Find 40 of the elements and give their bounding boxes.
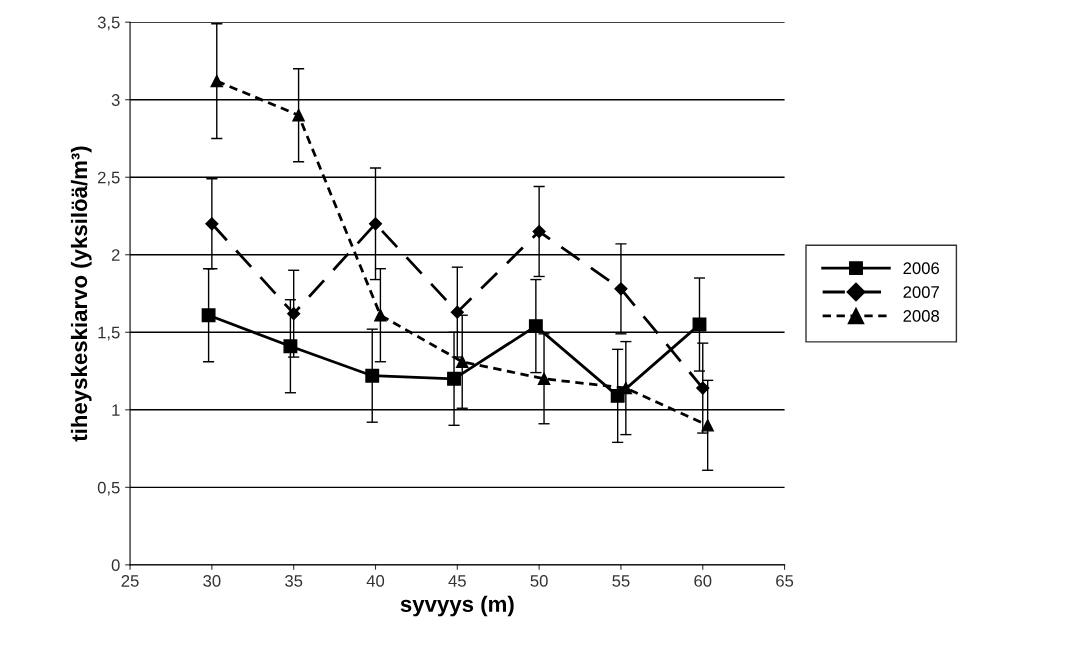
y-tick-label: 1 xyxy=(112,404,120,416)
legend-label: 2007 xyxy=(903,286,939,298)
x-tick-label: 50 xyxy=(530,575,548,587)
point xyxy=(210,74,224,88)
point xyxy=(447,371,461,386)
y-tick-label: 3,5 xyxy=(97,16,120,31)
point xyxy=(283,339,298,354)
point xyxy=(365,368,380,383)
y-tick-label: 2,5 xyxy=(98,171,120,186)
x-tick-label: 45 xyxy=(448,575,466,587)
point xyxy=(537,372,551,386)
point xyxy=(532,224,546,239)
x-tick-label: 25 xyxy=(121,575,139,587)
y-tick-label: 0,5 xyxy=(97,481,120,496)
point xyxy=(701,419,714,432)
x-tick-label: 60 xyxy=(694,575,712,587)
y-tick-label: 3 xyxy=(111,94,120,106)
legend-label: 2006 xyxy=(903,262,940,275)
legend-label: 2008 xyxy=(903,310,940,322)
x-tick-label: 35 xyxy=(285,575,303,587)
point xyxy=(696,381,710,395)
x-tick-label: 30 xyxy=(203,575,221,587)
point xyxy=(374,308,387,322)
point xyxy=(292,108,305,122)
point xyxy=(450,305,464,319)
y-tick-label: 1,5 xyxy=(98,326,120,341)
x-axis-title: syvyys (m) xyxy=(400,595,514,617)
y-axis-title: tiheyskeskiarvo (yksilöä/m³) xyxy=(70,146,92,442)
y-tick-label: 0 xyxy=(111,559,120,572)
point xyxy=(287,307,301,321)
y-tick-label: 2 xyxy=(111,249,120,261)
point xyxy=(455,355,469,368)
x-tick-label: 55 xyxy=(612,575,630,587)
x-tick-label: 65 xyxy=(776,575,794,587)
x-tick-label: 40 xyxy=(366,575,385,587)
point xyxy=(614,282,628,296)
point xyxy=(201,308,216,323)
point xyxy=(368,217,383,231)
point xyxy=(205,217,219,231)
point xyxy=(528,319,543,334)
